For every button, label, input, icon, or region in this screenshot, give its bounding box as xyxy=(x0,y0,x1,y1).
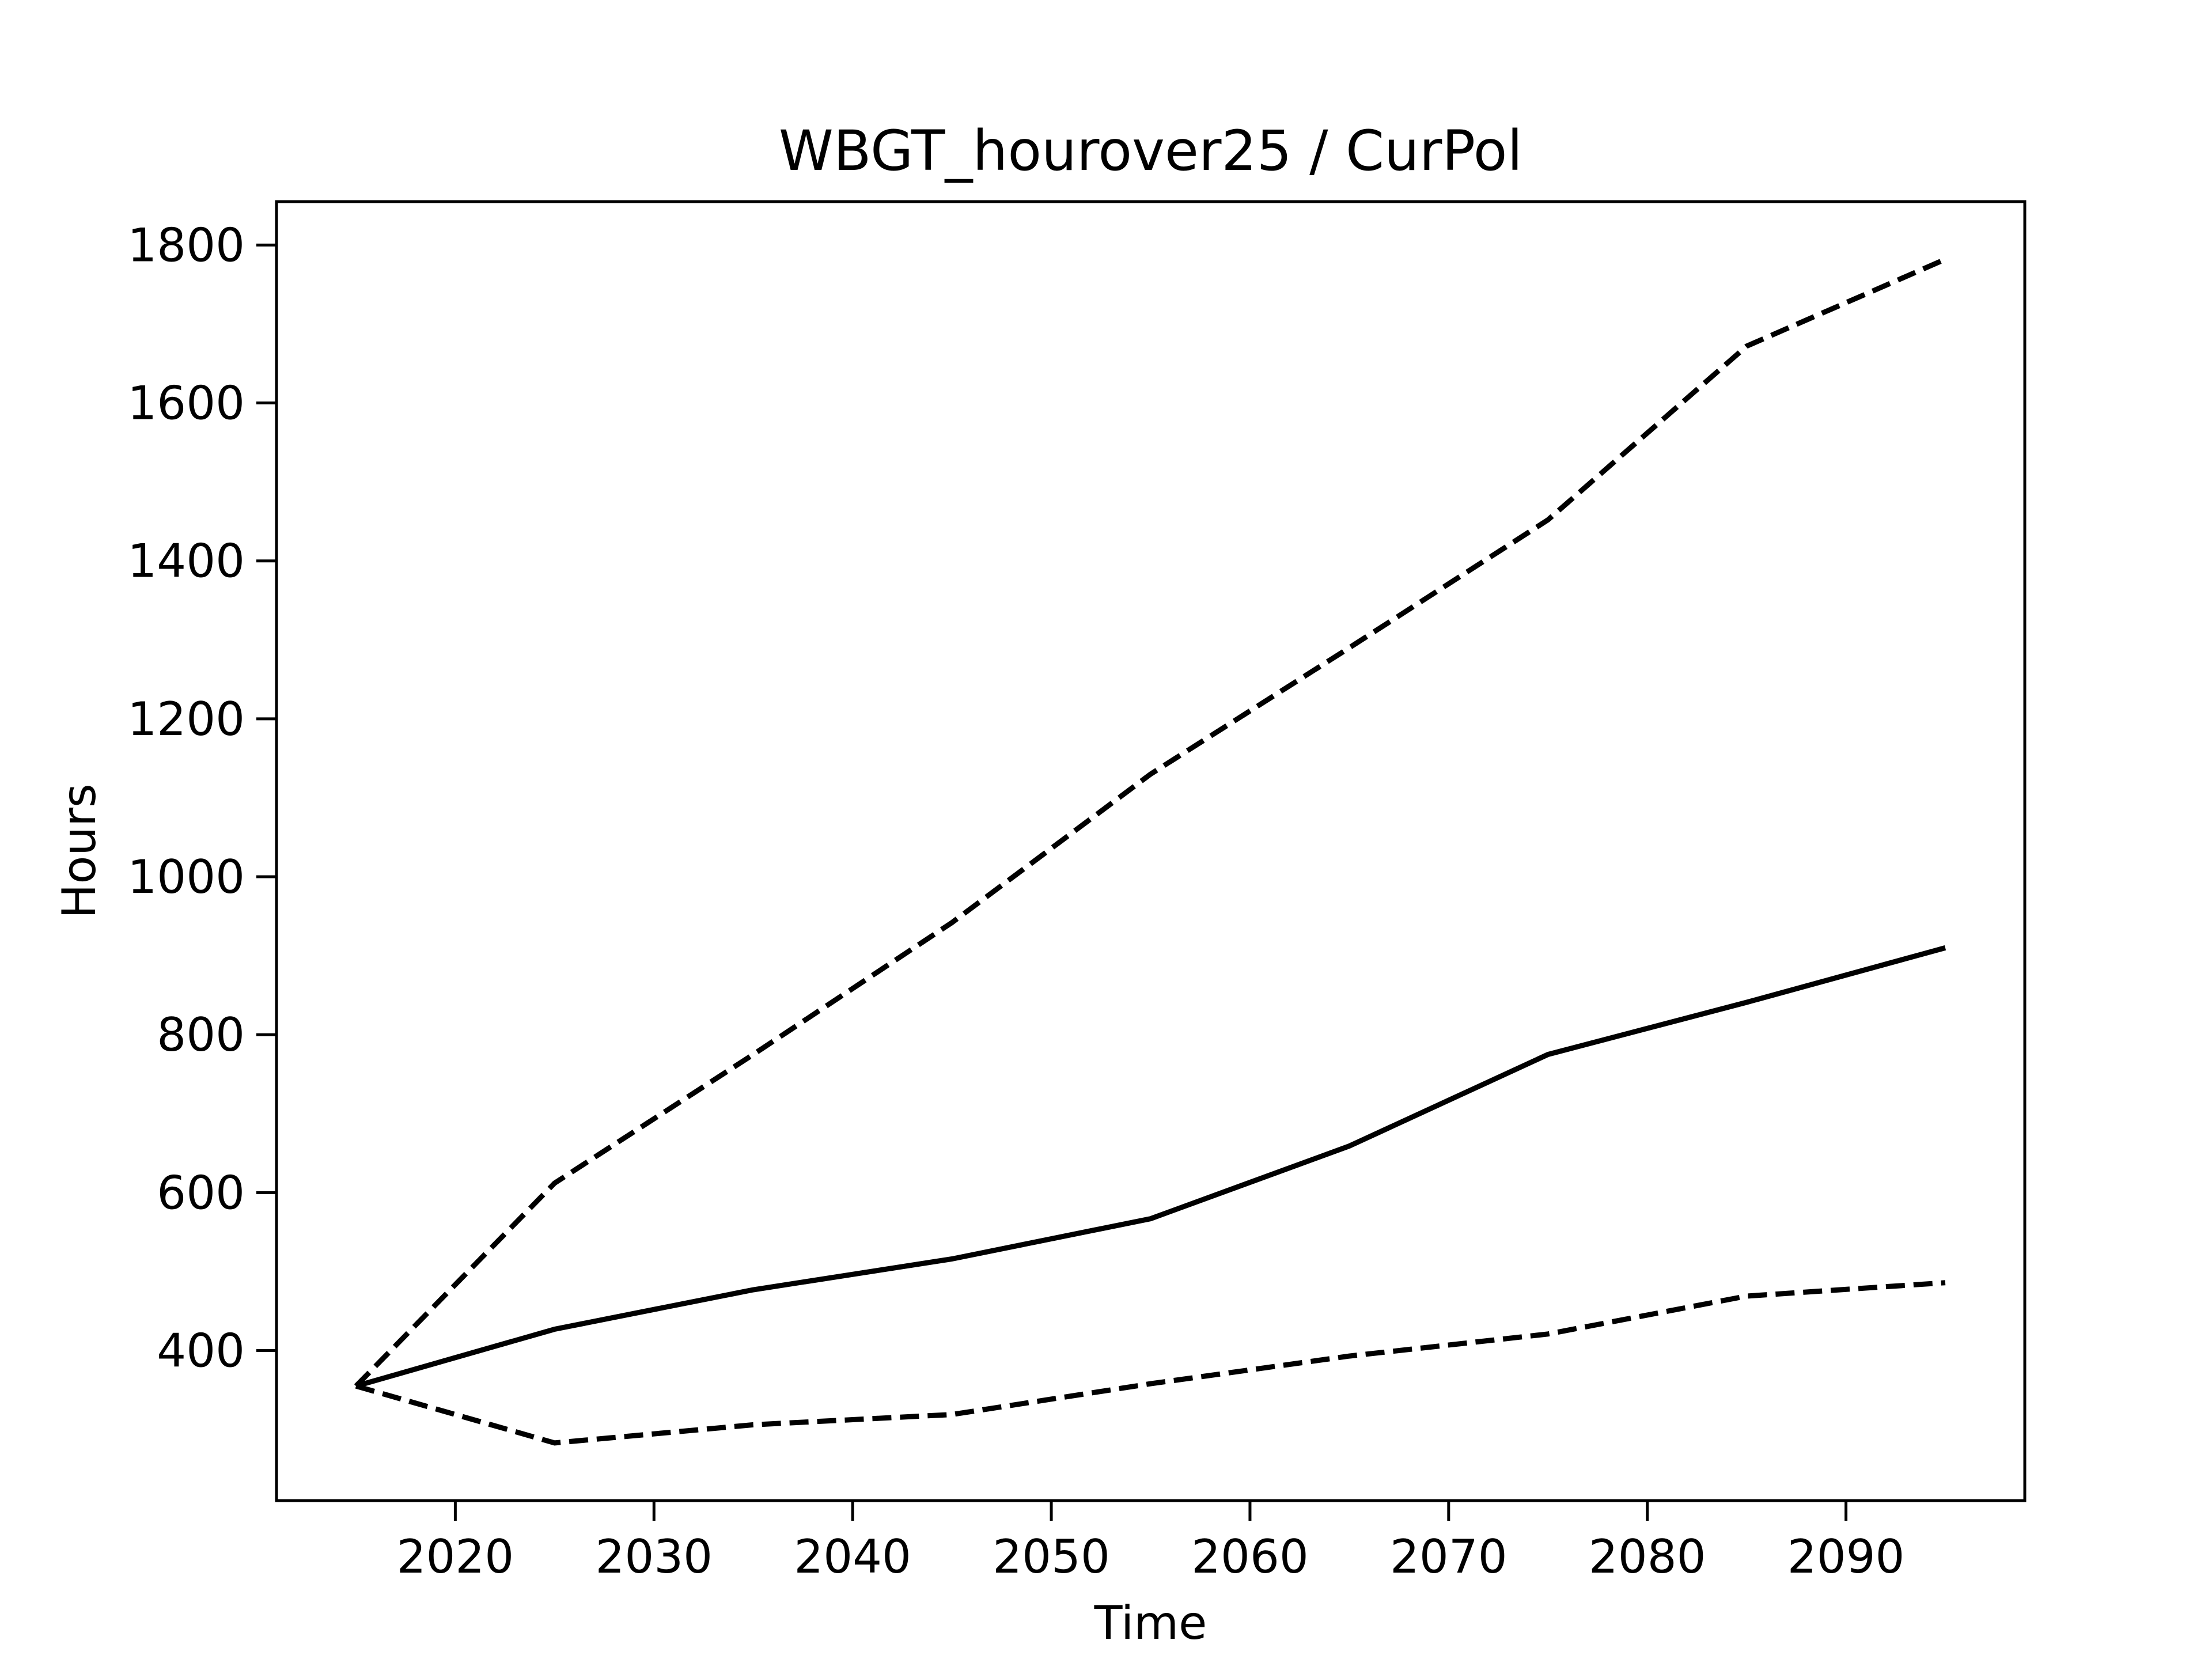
y-tick-label: 400 xyxy=(157,1324,245,1378)
series-line-1 xyxy=(354,256,1946,1388)
x-axis: 2020 2030 2040 2050 2060 2070 2080 2090 xyxy=(397,1501,1905,1584)
x-tick-label: 2020 xyxy=(397,1530,514,1584)
y-tick-label: 800 xyxy=(157,1008,245,1062)
x-tick-label: 2070 xyxy=(1390,1530,1508,1584)
series-line-3 xyxy=(355,1280,1946,1446)
x-tick-label: 2050 xyxy=(993,1530,1110,1584)
x-tick-label: 2030 xyxy=(595,1530,713,1584)
y-tick-label: 1000 xyxy=(127,850,245,904)
x-axis-label: Time xyxy=(1094,1596,1207,1650)
y-tick-label: 1600 xyxy=(127,377,245,430)
y-tick-label: 600 xyxy=(157,1166,245,1219)
plot-frame xyxy=(275,200,2027,1502)
y-tick-label: 1400 xyxy=(127,535,245,588)
x-tick-label: 2040 xyxy=(794,1530,911,1584)
series-line-2 xyxy=(355,945,1946,1389)
y-axis: 400 600 800 1000 1200 1400 1600 1800 xyxy=(127,218,276,1378)
x-tick-label: 2090 xyxy=(1787,1530,1905,1584)
y-axis-label: Hours xyxy=(52,783,106,918)
y-tick-label: 1800 xyxy=(127,218,245,272)
x-tick-label: 2080 xyxy=(1589,1530,1706,1584)
chart-title: WBGT_hourover25 / CurPol xyxy=(779,119,1522,183)
y-tick-label: 1200 xyxy=(127,692,245,746)
series-layer xyxy=(354,256,1946,1446)
x-tick-label: 2060 xyxy=(1191,1530,1309,1584)
